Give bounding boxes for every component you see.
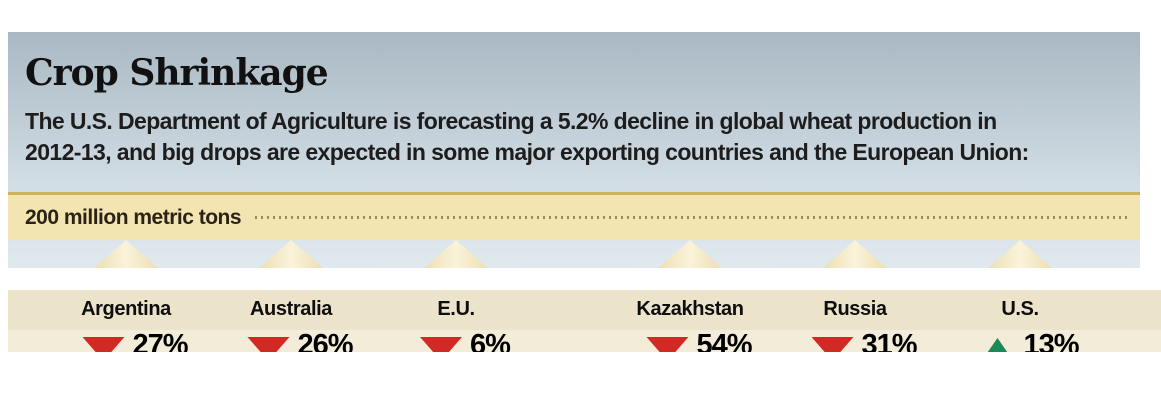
down-triangle-icon — [646, 337, 689, 352]
down-triangle-icon — [82, 337, 125, 352]
subtitle-line-2: 2012-13, and big drops are expected in s… — [25, 139, 1029, 165]
chart-panel: Crop Shrinkage The U.S. Department of Ag… — [8, 32, 1140, 268]
value-strip: 27% 26% 6% 54% 31% 13% — [8, 330, 1161, 352]
country-label: Kazakhstan — [636, 298, 744, 320]
wheat-cone-top — [259, 240, 323, 268]
wheat-cone-top — [658, 240, 722, 268]
country-value: 54% — [646, 330, 753, 353]
country-value: 6% — [420, 330, 511, 353]
country-value: 26% — [247, 330, 354, 353]
country-value: 31% — [811, 330, 918, 353]
country-label-strip: Argentina Australia E.U. Kazakhstan Russia U.… — [8, 290, 1161, 330]
up-triangle-icon — [979, 338, 1016, 352]
wheat-cone-top — [94, 240, 158, 268]
country-label: Russia — [823, 298, 887, 320]
wheat-cone-top — [988, 240, 1052, 268]
change-percentage: 54% — [696, 330, 752, 353]
change-percentage: 13% — [1023, 330, 1079, 353]
change-percentage: 26% — [297, 330, 353, 353]
change-percentage: 6% — [470, 330, 511, 353]
country-value: 27% — [82, 330, 189, 353]
country-label: Australia — [250, 298, 332, 320]
reference-line-label: 200 million metric tons — [25, 205, 242, 229]
subtitle-line-1: The U.S. Department of Agriculture is fo… — [25, 108, 997, 134]
wheat-cone-top — [823, 240, 887, 268]
down-triangle-icon — [247, 337, 290, 352]
country-value: 13% — [979, 330, 1080, 353]
country-label: U.S. — [1001, 298, 1039, 320]
down-triangle-icon — [811, 337, 854, 352]
chart-subtitle: The U.S. Department of Agriculture is fo… — [25, 106, 1140, 168]
reference-band: 200 million metric tons — [8, 192, 1140, 240]
change-percentage: 27% — [132, 330, 188, 353]
down-triangle-icon — [420, 337, 463, 352]
dotted-reference-line — [255, 216, 1130, 219]
change-percentage: 31% — [861, 330, 917, 353]
country-label: E.U. — [437, 298, 475, 320]
wheat-cone-top — [424, 240, 488, 268]
chart-title: Crop Shrinkage — [25, 52, 329, 94]
country-label: Argentina — [81, 298, 171, 320]
